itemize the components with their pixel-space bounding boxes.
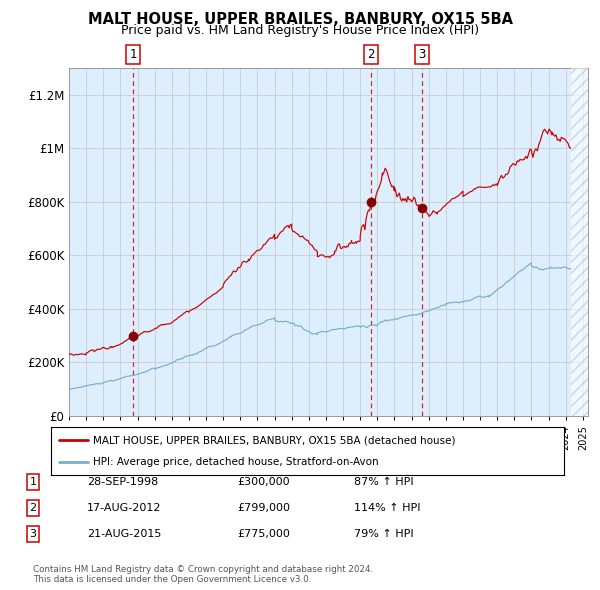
Text: £775,000: £775,000: [237, 529, 290, 539]
Text: 2: 2: [29, 503, 37, 513]
Text: MALT HOUSE, UPPER BRAILES, BANBURY, OX15 5BA (detached house): MALT HOUSE, UPPER BRAILES, BANBURY, OX15…: [93, 435, 455, 445]
Bar: [571, 68, 600, 416]
Text: Contains HM Land Registry data © Crown copyright and database right 2024.
This d: Contains HM Land Registry data © Crown c…: [33, 565, 373, 584]
Text: 2: 2: [367, 48, 374, 61]
Text: Price paid vs. HM Land Registry's House Price Index (HPI): Price paid vs. HM Land Registry's House …: [121, 24, 479, 37]
Text: 3: 3: [419, 48, 426, 61]
Text: £799,000: £799,000: [237, 503, 290, 513]
Text: 17-AUG-2012: 17-AUG-2012: [87, 503, 161, 513]
Text: MALT HOUSE, UPPER BRAILES, BANBURY, OX15 5BA: MALT HOUSE, UPPER BRAILES, BANBURY, OX15…: [88, 12, 512, 27]
Text: HPI: Average price, detached house, Stratford-on-Avon: HPI: Average price, detached house, Stra…: [93, 457, 379, 467]
Text: 1: 1: [29, 477, 37, 487]
Text: 79% ↑ HPI: 79% ↑ HPI: [354, 529, 413, 539]
Text: 87% ↑ HPI: 87% ↑ HPI: [354, 477, 413, 487]
Text: 28-SEP-1998: 28-SEP-1998: [87, 477, 158, 487]
Text: 21-AUG-2015: 21-AUG-2015: [87, 529, 161, 539]
Text: 3: 3: [29, 529, 37, 539]
Text: £300,000: £300,000: [237, 477, 290, 487]
Text: 1: 1: [130, 48, 137, 61]
Text: 114% ↑ HPI: 114% ↑ HPI: [354, 503, 421, 513]
